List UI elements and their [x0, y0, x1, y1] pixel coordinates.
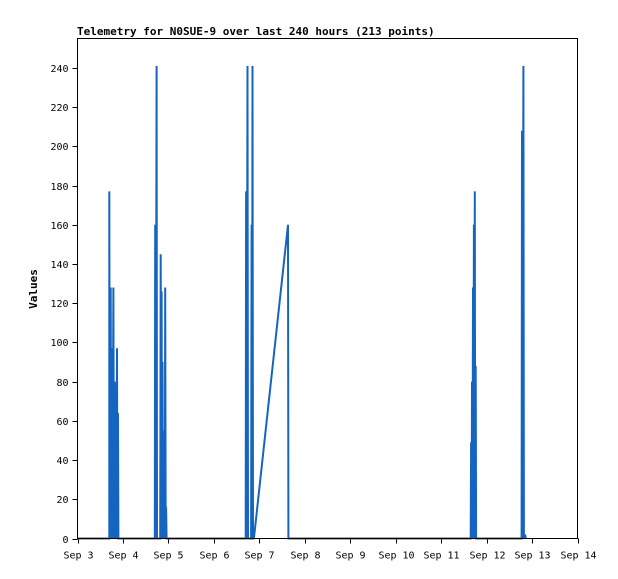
x-tick-label: Sep 7 — [244, 551, 274, 562]
plot-frame — [77, 38, 578, 539]
x-tick-label: Sep 5 — [153, 551, 183, 562]
y-tick-label: 200 — [50, 142, 68, 153]
y-tick-label: 160 — [50, 221, 68, 232]
plot-area — [77, 65, 527, 540]
y-tick-label: 60 — [56, 417, 68, 428]
x-tick-label: Sep 11 — [423, 551, 459, 562]
x-tick-label: Sep 8 — [290, 551, 320, 562]
y-tick-label: 80 — [56, 378, 68, 389]
x-tick-label: Sep 10 — [378, 551, 414, 562]
series-line — [77, 65, 527, 540]
y-tick-label: 220 — [50, 103, 68, 114]
y-tick-label: 240 — [50, 64, 68, 75]
axis-ticks: 0 20 40 60 80 100 120 140 160 180 200 220 240 Sep 3 Se… — [50, 64, 596, 562]
y-tick-label: 20 — [56, 495, 68, 506]
x-tick-label: Sep 12 — [469, 551, 505, 562]
x-tick-label: Sep 3 — [63, 551, 93, 562]
y-tick-label: 120 — [50, 299, 68, 310]
y-tick-label: 40 — [56, 456, 68, 467]
y-axis-label: Values — [27, 269, 40, 309]
x-tick-label: Sep 14 — [560, 551, 596, 562]
x-tick-label: Sep 13 — [514, 551, 550, 562]
y-tick-label: 140 — [50, 260, 68, 271]
y-tick-label: 100 — [50, 338, 68, 349]
x-tick-label: Sep 9 — [335, 551, 365, 562]
chart-title: Telemetry for N0SUE-9 over last 240 hour… — [77, 25, 435, 38]
y-tick-label: 180 — [50, 182, 68, 193]
x-tick-label: Sep 6 — [199, 551, 229, 562]
y-tick-label: 0 — [62, 535, 68, 546]
x-tick-label: Sep 4 — [108, 551, 138, 562]
